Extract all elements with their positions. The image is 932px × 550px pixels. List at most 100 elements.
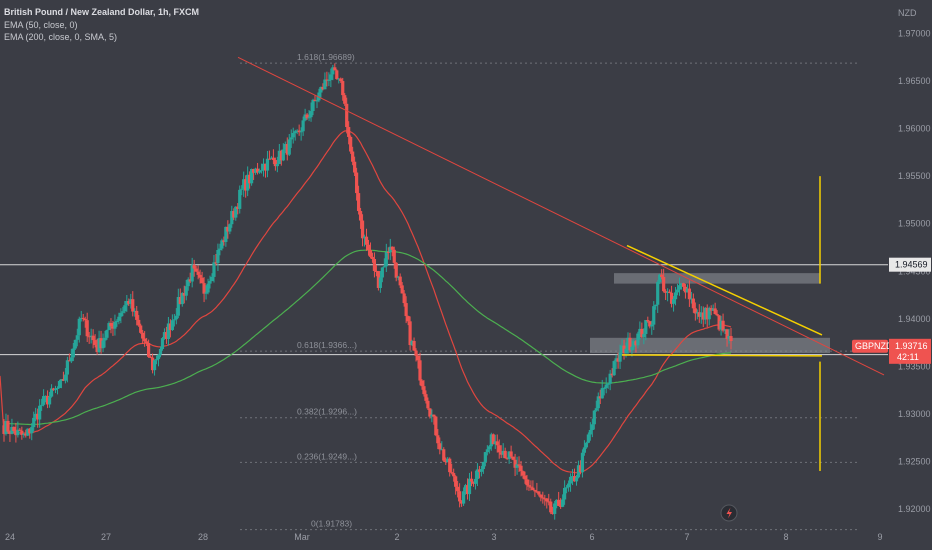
candle-down [681, 283, 686, 287]
candle-down [491, 434, 495, 445]
candle-up [568, 476, 573, 484]
candle-down [420, 380, 424, 387]
candle-down [353, 161, 357, 173]
candle-up [224, 226, 228, 242]
candle-down [533, 490, 537, 492]
candle-down [255, 168, 260, 173]
candle-up [206, 283, 210, 293]
candle-up [152, 360, 157, 371]
candle-down [366, 244, 371, 251]
ema50-legend[interactable]: EMA (50, close, 0) [4, 19, 78, 30]
candle-up [105, 329, 109, 338]
candle-up [125, 301, 129, 306]
candle-down [640, 328, 644, 338]
time-tick-label: 3 [491, 532, 496, 542]
candle-down [2, 425, 6, 434]
candle-down [145, 341, 149, 344]
candle-up [384, 252, 388, 267]
candle-up [588, 429, 592, 435]
candle-up [311, 99, 315, 112]
candle-up [71, 348, 75, 358]
candle-down [244, 179, 248, 191]
candle-down [143, 338, 147, 342]
candle-down [667, 291, 672, 293]
candle-up [166, 323, 171, 339]
candle-down [428, 408, 432, 417]
price-tag-box [889, 257, 931, 272]
trendlines[interactable] [237, 56, 885, 471]
candle-down [529, 486, 533, 488]
candle-up [711, 308, 715, 311]
candle-down [729, 336, 733, 342]
candle-down [20, 430, 24, 435]
candle-down [67, 360, 71, 362]
candle-up [275, 164, 279, 167]
candle-up [574, 477, 579, 482]
candle-down [402, 293, 406, 304]
candle-up [380, 267, 384, 278]
price-tick-label: 1.96500 [898, 76, 931, 86]
candle-up [362, 236, 367, 239]
candle-down [408, 321, 412, 346]
candle-up [319, 86, 323, 93]
ema200-legend[interactable]: EMA (200, close, 0, SMA, 5) [4, 32, 118, 42]
candle-down [454, 476, 458, 487]
candle-down [386, 252, 390, 254]
candle-down [523, 475, 527, 480]
candle-up [101, 340, 105, 349]
candle-up [671, 299, 676, 304]
chart-legend[interactable]: British Pound / New Zealand Dollar, 1h, … [4, 6, 199, 44]
candle-up [154, 359, 159, 361]
price-tag-text: 1.94569 [895, 260, 928, 270]
fib-level-label: 0.382(1.9296...) [297, 407, 357, 417]
candle-up [473, 478, 478, 484]
candle-up [30, 427, 34, 434]
candle-up [65, 360, 69, 375]
candle-down [404, 303, 408, 317]
price-level-tag: 1.94569 [889, 257, 931, 272]
time-tick-label: 2 [394, 532, 399, 542]
candle-down [691, 298, 695, 309]
candle-up [240, 188, 244, 190]
lightning-icon[interactable] [720, 504, 738, 522]
candle-up [220, 240, 224, 249]
candle-up [614, 358, 618, 362]
time-axis[interactable]: 24 27 28 Mar 2 3 6 7 8 9 [5, 532, 883, 542]
candle-up [190, 264, 194, 282]
candle-down [683, 286, 688, 293]
candle-up [596, 396, 600, 409]
candle-up [22, 433, 26, 435]
candle-up [156, 354, 161, 360]
candle-up [277, 150, 281, 165]
price-tick-label: 1.93000 [898, 409, 931, 419]
candlesticks[interactable] [2, 63, 733, 520]
candle-down [406, 316, 410, 322]
candle-up [107, 323, 111, 330]
candle-down [36, 413, 40, 420]
fib-level-label: 0.236(1.9249...) [297, 451, 357, 461]
candle-down [442, 449, 446, 461]
candle-down [503, 450, 507, 459]
candle-up [555, 499, 559, 504]
candle-down [178, 296, 182, 305]
candle-down [412, 340, 416, 351]
candle-up [388, 246, 392, 253]
fib-level-label: 0.618(1.9366...) [297, 340, 357, 350]
candle-down [416, 355, 420, 361]
candle-down [537, 491, 541, 495]
candle-up [176, 296, 180, 316]
candle-up [57, 381, 62, 388]
yellow-resistance-line [626, 244, 823, 336]
candle-down [111, 326, 115, 329]
candle-down [424, 394, 428, 401]
candle-up [160, 338, 165, 349]
candle-up [73, 339, 77, 349]
candle-up [410, 340, 414, 346]
candle-down [687, 288, 692, 300]
candle-up [253, 168, 258, 173]
candle-down [531, 487, 535, 491]
candle-up [309, 111, 313, 118]
candle-down [267, 158, 272, 160]
candle-up [679, 283, 684, 286]
